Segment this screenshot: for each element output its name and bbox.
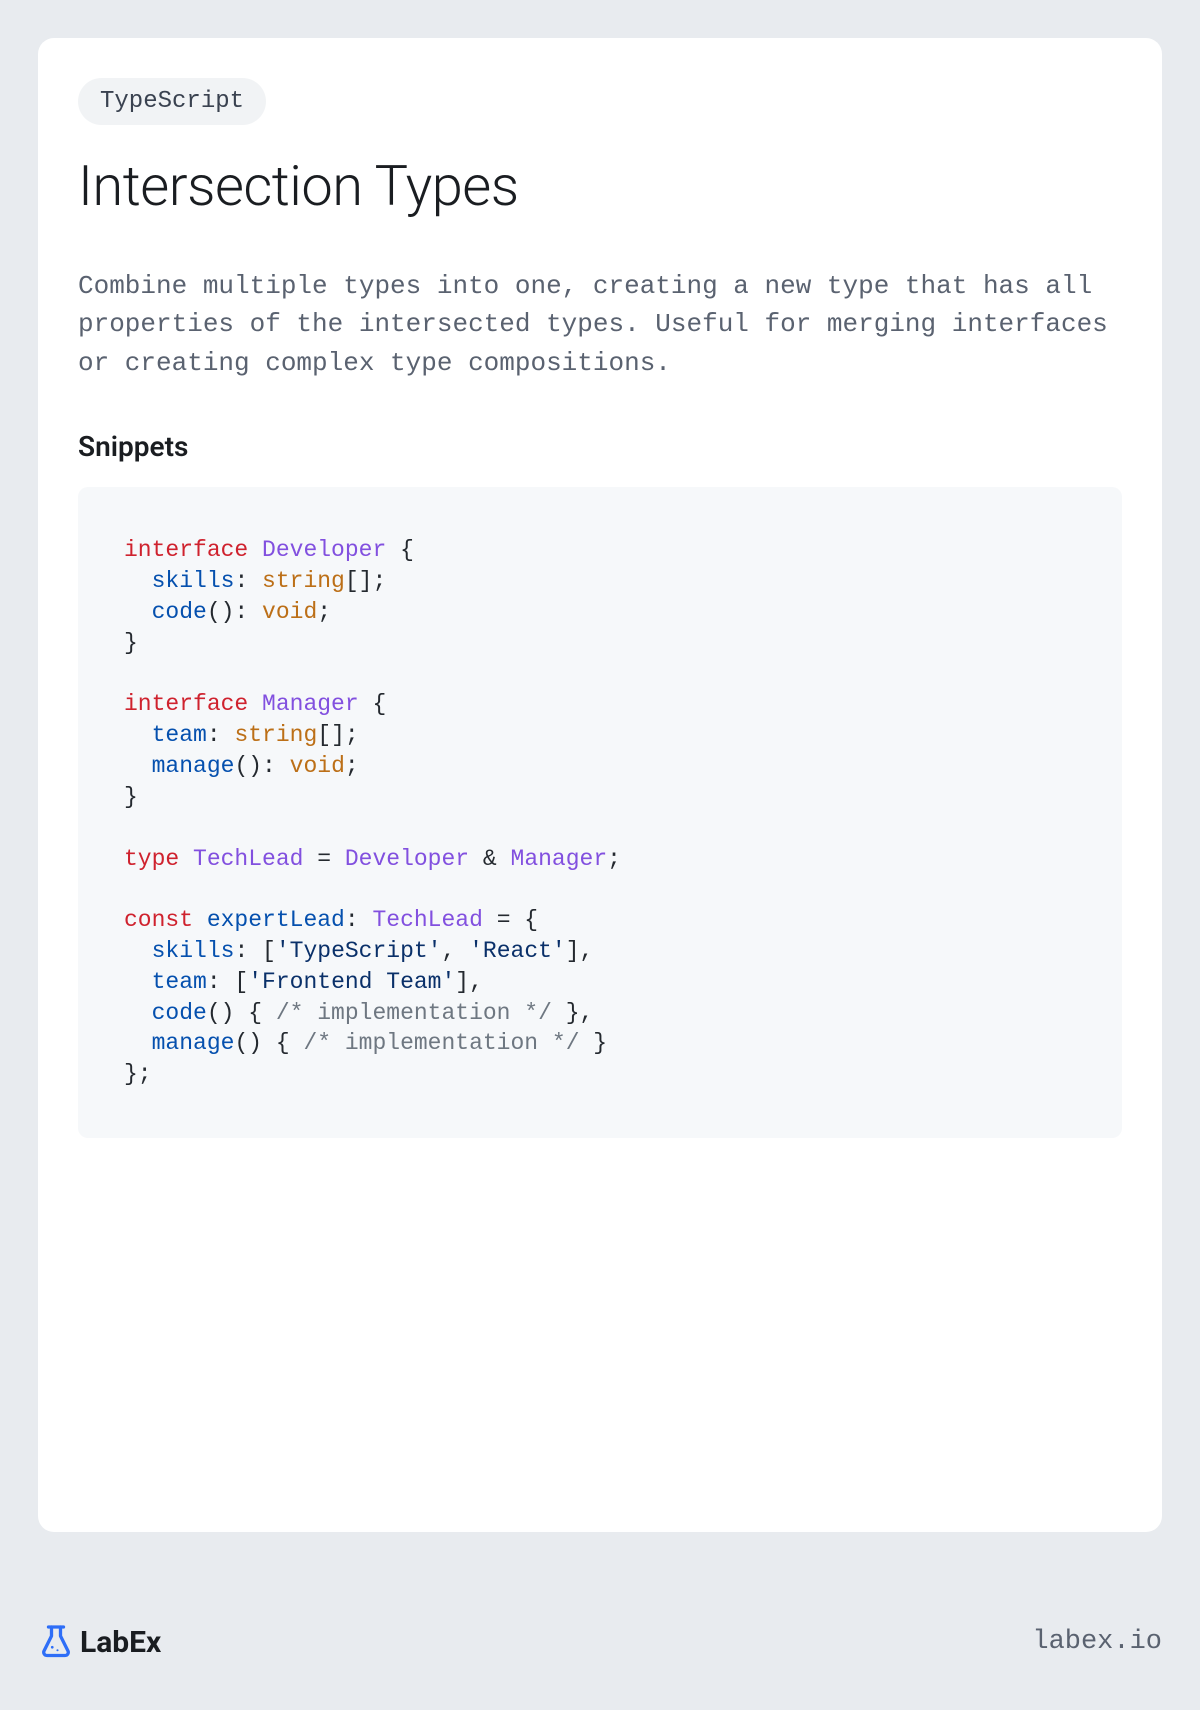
page-title: Intersection Types: [78, 153, 1122, 219]
content-card: TypeScript Intersection Types Combine mu…: [38, 38, 1162, 1532]
language-badge: TypeScript: [78, 78, 266, 125]
labex-logo: LabEx: [38, 1624, 161, 1660]
description-text: Combine multiple types into one, creatin…: [78, 267, 1122, 382]
code-snippet: interface Developer { skills: string[]; …: [78, 487, 1122, 1138]
flask-icon: [38, 1624, 74, 1660]
footer: LabEx labex.io: [38, 1612, 1162, 1672]
logo-text: LabEx: [80, 1625, 161, 1660]
snippets-heading: Snippets: [78, 430, 1122, 463]
domain-text: labex.io: [1032, 1627, 1162, 1657]
